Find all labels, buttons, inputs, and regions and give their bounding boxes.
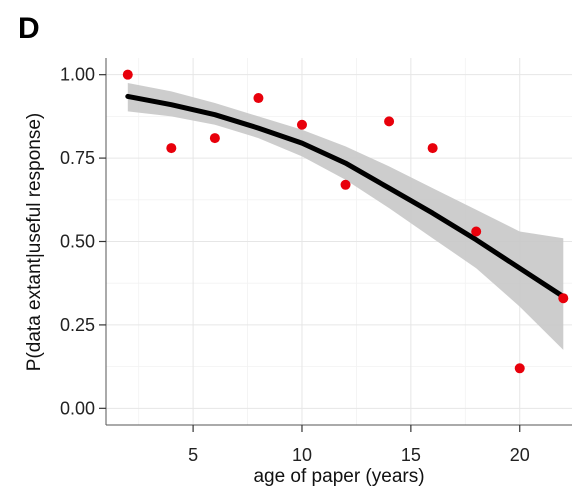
x-tick-label: 5: [188, 445, 198, 465]
y-tick-label: 0.00: [60, 398, 95, 418]
data-point: [428, 143, 438, 153]
data-point: [123, 70, 133, 80]
x-tick-label: 15: [401, 445, 421, 465]
y-tick-label: 0.75: [60, 148, 95, 168]
data-point: [558, 293, 568, 303]
data-point: [253, 93, 263, 103]
data-point: [166, 143, 176, 153]
x-axis-label: age of paper (years): [253, 466, 424, 486]
y-tick-label: 0.50: [60, 232, 95, 252]
data-point: [384, 116, 394, 126]
data-point: [471, 226, 481, 236]
x-tick-label: 20: [510, 445, 530, 465]
data-point: [297, 120, 307, 130]
data-point: [341, 180, 351, 190]
x-tick-label: 10: [292, 445, 312, 465]
y-axis-label: P(data extant|useful response): [24, 113, 45, 371]
y-tick-label: 1.00: [60, 65, 95, 85]
y-tick-label: 0.25: [60, 315, 95, 335]
x-ticks: 5 10 15 20: [188, 425, 530, 465]
panel-label: D: [18, 12, 40, 45]
data-point: [210, 133, 220, 143]
data-point: [515, 363, 525, 373]
y-ticks: 0.00 0.25 0.50 0.75 1.00: [60, 65, 106, 419]
